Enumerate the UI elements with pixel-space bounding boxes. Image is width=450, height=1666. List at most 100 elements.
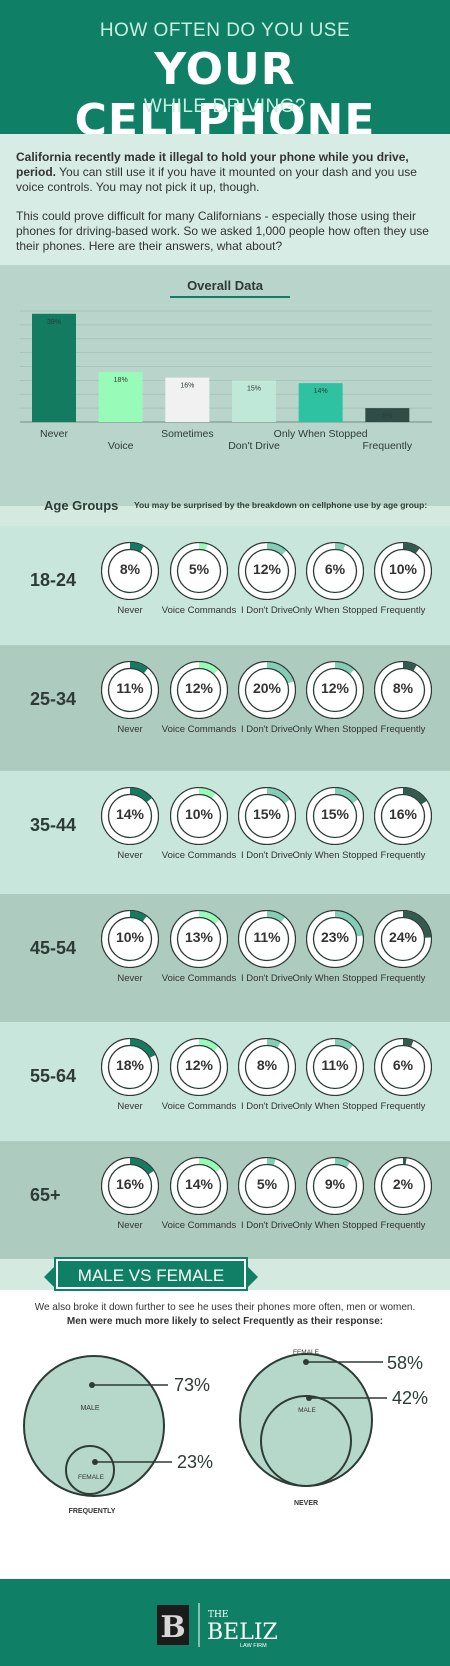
percent-ring: 13% — [170, 910, 228, 968]
bar-value-label: 15% — [247, 385, 261, 392]
ring-caption: Voice Commands — [161, 605, 237, 616]
percent-ring: 15% — [238, 787, 296, 845]
logo-letter: B — [160, 1610, 185, 1645]
age-band-55-64: 55-64 18% Never 12% Voice Commands 8% I Don't … — [0, 1022, 450, 1141]
never-male-label: MALE — [298, 1407, 316, 1414]
bar-value-label: 5% — [382, 413, 392, 420]
ring-graphic — [306, 787, 364, 845]
ring-caption: Only When Stopped — [292, 1101, 378, 1112]
ring-graphic — [101, 542, 159, 600]
male-vs-female-tab: MALE VS FEMALE — [44, 1257, 258, 1291]
ring-caption: Frequently — [380, 973, 426, 984]
percent-ring: 23% — [306, 910, 364, 968]
ring-graphic — [101, 1038, 159, 1096]
ring-caption: I Don't Drive — [241, 973, 293, 984]
intro-bold: California recently made it illegal to h… — [16, 150, 409, 179]
percent-ring: 11% — [238, 910, 296, 968]
header-banner: HOW OFTEN DO YOU USE YOUR CELLPHONE WHIL… — [0, 0, 450, 146]
bar-category-label: Sometimes — [161, 428, 214, 440]
bar-value-label: 18% — [114, 377, 128, 384]
ring-caption: Frequently — [380, 1101, 426, 1112]
ring-percent-label: 14% — [184, 1176, 214, 1192]
ring-graphic — [101, 661, 159, 719]
ring-caption: Frequently — [380, 605, 426, 616]
ring-percent-label: 15% — [252, 806, 282, 822]
header-line-1: HOW OFTEN DO YOU USE — [99, 20, 351, 41]
percent-ring: 10% — [374, 542, 432, 600]
ring-graphic — [374, 787, 432, 845]
frequently-male-label: MALE — [80, 1405, 99, 1412]
bar-value-label: 16% — [180, 383, 194, 390]
ring-percent-label: 10% — [388, 561, 418, 577]
ring-percent-label: 13% — [184, 929, 214, 945]
ring-graphic — [306, 542, 364, 600]
intro-rest: You can still use it if you have it moun… — [16, 165, 417, 194]
ring-graphic — [374, 1038, 432, 1096]
header-line-3: WHILE DRIVING? — [143, 96, 307, 117]
percent-ring: 5% — [238, 1157, 296, 1215]
ring-percent-label: 8% — [119, 561, 141, 577]
ring-caption: Never — [117, 973, 143, 984]
age-band-25-34: 25-34 11% Never 12% Voice Commands 20% I Don't… — [0, 645, 450, 771]
percent-ring: 10% — [170, 787, 228, 845]
bar-never — [32, 313, 76, 422]
ring-percent-label: 16% — [388, 806, 418, 822]
bar-value-label: 14% — [314, 388, 328, 395]
ring-caption: Voice Commands — [161, 724, 237, 735]
intro-paragraph-1: California recently made it illegal to h… — [16, 150, 436, 195]
ring-caption: Frequently — [380, 850, 426, 861]
ring-graphic — [306, 1038, 364, 1096]
ring-caption: Frequently — [380, 1220, 426, 1231]
bar-sometimes — [165, 377, 210, 422]
ring-caption: Voice Commands — [161, 973, 237, 984]
never-female-label: FEMALE — [293, 1349, 320, 1356]
ring-percent-label: 12% — [320, 680, 350, 696]
ring-caption: Voice Commands — [161, 1101, 237, 1112]
bar-category-label: Never — [40, 428, 69, 440]
percent-ring: 8% — [374, 661, 432, 719]
brand-name: BELIZ — [207, 1620, 278, 1645]
ring-percent-label: 11% — [321, 1057, 349, 1073]
ring-percent-label: 16% — [115, 1176, 145, 1192]
percent-ring: 12% — [306, 661, 364, 719]
logo-mark — [157, 1605, 189, 1645]
ring-caption: I Don't Drive — [241, 850, 293, 861]
frequently-female-label: FEMALE — [78, 1474, 105, 1481]
ring-percent-label: 2% — [392, 1176, 414, 1192]
bar-value-label: 39% — [47, 319, 61, 326]
percent-ring: 6% — [374, 1038, 432, 1096]
bar-category-label: Don't Drive — [228, 440, 280, 452]
ring-graphic — [238, 787, 296, 845]
age-band-label: 18-24 — [30, 570, 77, 590]
ring-graphic — [374, 661, 432, 719]
age-band-18-24: 18-24 8% Never 5% Voice Commands 12% I Don't D… — [0, 526, 450, 645]
percent-ring: 5% — [170, 542, 228, 600]
percent-ring: 10% — [101, 910, 159, 968]
ring-percent-label: 12% — [252, 561, 282, 577]
ring-graphic — [238, 1038, 296, 1096]
ring-graphic — [238, 661, 296, 719]
ring-graphic — [306, 910, 364, 968]
ring-percent-label: 11% — [253, 929, 281, 945]
ring-graphic — [101, 787, 159, 845]
ring-graphic — [306, 1157, 364, 1215]
ring-graphic — [170, 1038, 228, 1096]
ring-percent-label: 10% — [115, 929, 145, 945]
header-line-2: YOUR CELLPHONE — [74, 44, 376, 146]
percent-ring: 9% — [306, 1157, 364, 1215]
bar-category-label: Frequently — [363, 440, 413, 452]
age-band-35-44: 35-44 14% Never 10% Voice Commands 15% I Don't… — [0, 771, 450, 894]
percent-ring: 6% — [306, 542, 364, 600]
ring-graphic — [101, 910, 159, 968]
percent-ring: 12% — [170, 1038, 228, 1096]
ring-percent-label: 5% — [188, 561, 210, 577]
percent-ring: 24% — [374, 910, 432, 968]
ring-percent-label: 6% — [324, 561, 346, 577]
ring-caption: Never — [117, 850, 143, 861]
age-band-label: 25-34 — [30, 689, 77, 709]
ring-percent-label: 18% — [115, 1057, 145, 1073]
brand-sub: LAW FIRM — [240, 1643, 267, 1649]
ring-graphic — [306, 661, 364, 719]
age-band-label: 65+ — [30, 1185, 61, 1205]
percent-ring: 11% — [101, 661, 159, 719]
